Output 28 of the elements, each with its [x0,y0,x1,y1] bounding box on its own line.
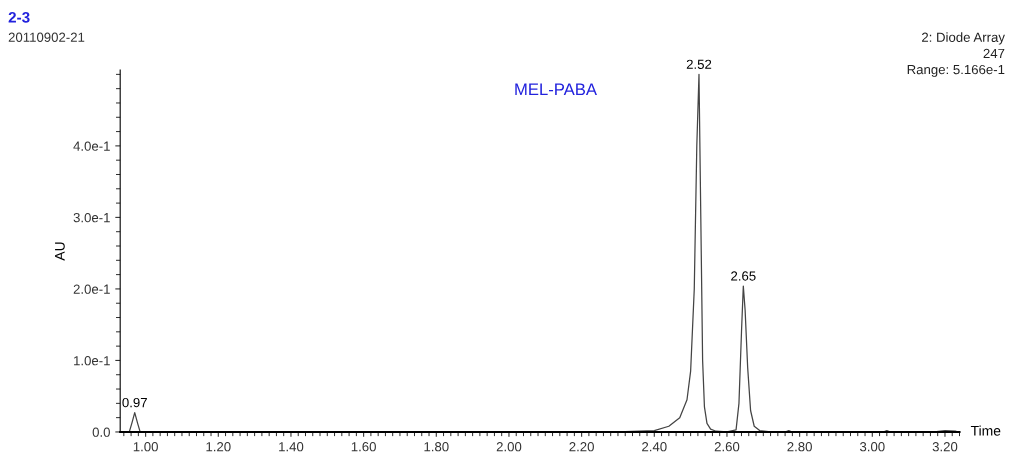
annotation: Range: 5.166e-1 [907,64,1005,77]
annotation: 0.97 [122,397,147,408]
x-tick-label: 1.80 [424,442,449,452]
x-tick-label: 1.00 [133,442,158,452]
x-tick-label: 1.40 [279,442,304,452]
x-tick-label: 2.80 [787,442,812,452]
chart-title: 2-3 [8,11,30,23]
y-tick-label: 4.0e-1 [73,141,110,151]
x-tick-label: 1.20 [206,442,231,452]
y-tick-label: 0.0 [92,427,110,437]
x-tick-label: 2.00 [496,442,522,452]
x-tick-label: 3.00 [859,442,885,452]
annotation: MEL-PABA [515,83,597,96]
y-tick-label: 3.0e-1 [73,212,110,223]
y-axis-title: AU [55,242,65,261]
x-tick-label: 3.20 [932,442,958,452]
text: 247 [983,48,1005,58]
x-axis-title: Time [970,425,1001,436]
chart-subtitle: 20110902-21 [8,32,85,42]
annotation: 2.65 [731,271,756,281]
x-tick-label: 2.60 [714,442,740,452]
annotation: 2.52 [686,59,712,69]
x-tick-label: 2.20 [569,442,594,452]
text: 2: Diode Array [922,32,1005,45]
y-tick-label: 2.0e-1 [73,284,110,294]
x-tick-label: 2.40 [642,442,667,452]
x-tick-label: 1.60 [351,442,376,452]
y-tick-label: 1.0e-1 [74,356,110,366]
